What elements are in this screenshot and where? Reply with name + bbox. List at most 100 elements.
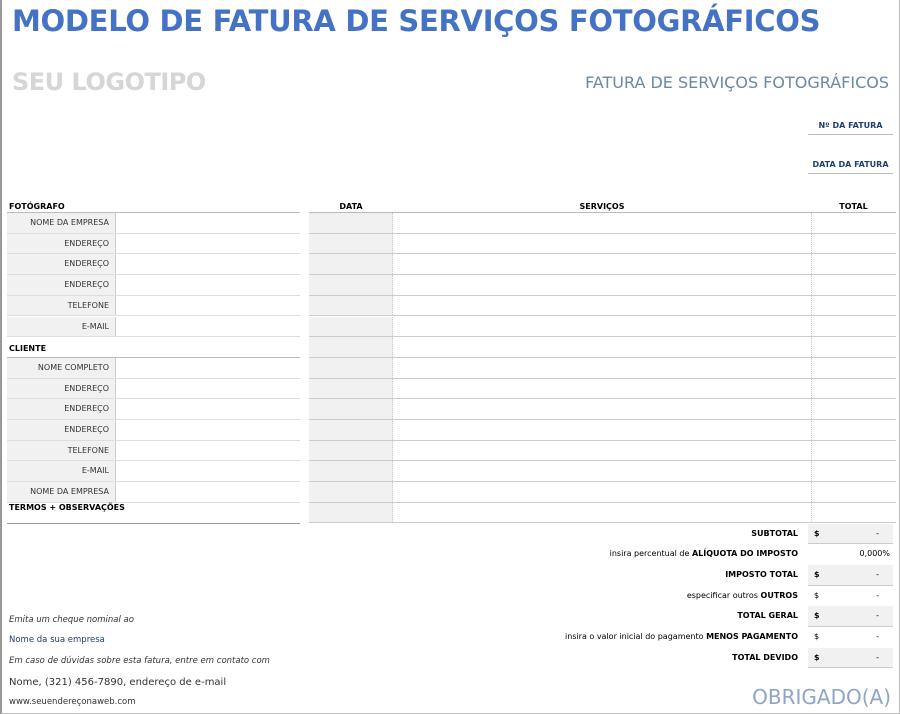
photographer-field[interactable]: TELEFONE	[7, 295, 300, 317]
table-row[interactable]	[309, 357, 896, 379]
summary-hint: insira percentual de	[609, 549, 692, 559]
date-cell[interactable]	[309, 502, 393, 523]
field-label: E-MAIL	[7, 461, 116, 482]
currency-symbol: $	[814, 528, 820, 538]
table-row[interactable]	[309, 337, 896, 358]
field-label: ENDEREÇO	[7, 420, 116, 440]
client-field[interactable]: TELEFONE	[7, 440, 300, 462]
date-cell[interactable]	[309, 213, 393, 233]
client-field[interactable]: ENDEREÇO	[7, 420, 300, 441]
currency-symbol: $	[814, 652, 820, 662]
summary-hint: insira o valor inicial do pagamento	[564, 632, 707, 641]
logo-placeholder[interactable]: SEU LOGOTIPO	[12, 68, 206, 96]
date-cell[interactable]	[309, 233, 393, 254]
field-label: ENDEREÇO	[7, 399, 116, 419]
website[interactable]: www.seuendereçonaweb.com	[9, 697, 136, 707]
date-cell[interactable]	[309, 275, 393, 295]
summary-value: -	[876, 632, 879, 641]
client-field[interactable]: ENDEREÇO	[7, 399, 300, 420]
summary-value-cell[interactable]: $ -	[808, 627, 893, 648]
table-row[interactable]	[309, 482, 896, 503]
field-label: NOME DA EMPRESA	[7, 213, 116, 233]
summary-value-cell[interactable]: $ -	[808, 647, 893, 669]
table-row[interactable]	[309, 316, 896, 338]
date-cell[interactable]	[309, 420, 393, 440]
summary-row: especificar outros OUTROS $ -	[3, 586, 893, 607]
summary-row: TOTAL GERAL $ -	[3, 606, 893, 627]
summary-value: -	[876, 569, 879, 579]
date-cell[interactable]	[309, 399, 393, 419]
table-row[interactable]	[309, 461, 896, 483]
client-field[interactable]: NOME DA EMPRESA	[7, 482, 300, 503]
table-row[interactable]	[309, 378, 896, 400]
field-label: TELEFONE	[7, 295, 116, 316]
col-date-header: DATA	[339, 202, 363, 211]
summary-label: TOTAL DEVIDO	[732, 652, 798, 662]
summary-row: insira percentual de ALÍQUOTA DO IMPOSTO…	[3, 544, 893, 565]
summary-label: IMPOSTO TOTAL	[725, 569, 798, 579]
summary-row: TOTAL DEVIDO $ -	[3, 647, 893, 669]
summary-value: -	[876, 611, 879, 621]
photographer-field[interactable]: NOME DA EMPRESA	[7, 213, 300, 234]
contact-info[interactable]: Nome, (321) 456-7890, endereço de e-mail	[9, 677, 227, 688]
summary-row: IMPOSTO TOTAL $ -	[3, 564, 893, 586]
date-cell[interactable]	[309, 357, 393, 378]
currency-symbol: $	[814, 569, 820, 579]
photographer-field[interactable]: E-MAIL	[7, 316, 300, 338]
field-label: ENDEREÇO	[7, 254, 116, 275]
table-row[interactable]	[309, 275, 896, 296]
date-cell[interactable]	[309, 461, 393, 482]
currency-symbol: $	[814, 590, 820, 600]
summary-value-cell[interactable]: $ -	[808, 586, 893, 607]
invoice-date-label[interactable]: DATA DA FATURA	[808, 160, 893, 174]
table-row[interactable]	[309, 213, 896, 234]
photographer-field[interactable]: ENDEREÇO	[7, 233, 300, 255]
summary-value-cell[interactable]: $ -	[808, 606, 893, 627]
photographer-header: FOTÓGRAFO	[9, 202, 65, 211]
summary-value-cell[interactable]: $ -	[808, 523, 893, 545]
summary-value-cell[interactable]: $ -	[808, 564, 893, 586]
date-cell[interactable]	[309, 482, 393, 502]
date-cell[interactable]	[309, 316, 393, 337]
invoice-number-label[interactable]: Nº DA FATURA	[808, 121, 893, 135]
currency-symbol: $	[814, 611, 820, 621]
field-label: E-MAIL	[7, 316, 116, 337]
field-label: ENDEREÇO	[7, 233, 116, 254]
summary-label: TOTAL GERAL	[737, 611, 798, 621]
summary-row: insira o valor inicial do pagamento MENO…	[3, 627, 893, 648]
summary-label: MENOS PAGAMENTO	[706, 632, 798, 641]
photographer-field[interactable]: ENDEREÇO	[7, 275, 300, 296]
table-row[interactable]	[309, 420, 896, 441]
date-cell[interactable]	[309, 378, 393, 399]
table-row[interactable]	[309, 502, 896, 524]
field-label: NOME DA EMPRESA	[7, 482, 116, 502]
table-row[interactable]	[309, 295, 896, 317]
date-cell[interactable]	[309, 295, 393, 316]
date-cell[interactable]	[309, 254, 393, 275]
date-cell[interactable]	[309, 440, 393, 461]
terms-header: TERMOS + OBSERVAÇÕES	[9, 502, 125, 512]
summary-value: -	[876, 652, 879, 662]
date-cell[interactable]	[309, 337, 393, 357]
client-field[interactable]: ENDEREÇO	[7, 378, 300, 400]
summary-label: OUTROS	[760, 590, 798, 600]
questions-note: Em caso de dúvidas sobre esta fatura, en…	[9, 656, 270, 666]
field-label: ENDEREÇO	[7, 275, 116, 295]
field-label: TELEFONE	[7, 440, 116, 461]
company-name[interactable]: Nome da sua empresa	[9, 635, 105, 645]
summary-row: SUBTOTAL $ -	[3, 523, 893, 545]
field-label: NOME COMPLETO	[7, 357, 116, 378]
client-field[interactable]: E-MAIL	[7, 461, 300, 483]
invoice-subtitle: FATURA DE SERVIÇOS FOTOGRÁFICOS	[585, 73, 889, 92]
table-row[interactable]	[309, 399, 896, 420]
thanks-text: OBRIGADO(A)	[752, 685, 891, 709]
client-field[interactable]: NOME COMPLETO	[7, 357, 300, 379]
summary-value-cell[interactable]: 0,000%	[808, 544, 893, 565]
summary-value: -	[876, 590, 879, 600]
table-row[interactable]	[309, 233, 896, 255]
field-label: ENDEREÇO	[7, 378, 116, 399]
table-row[interactable]	[309, 254, 896, 276]
photographer-field[interactable]: ENDEREÇO	[7, 254, 300, 276]
summary-value: -	[876, 528, 879, 538]
table-row[interactable]	[309, 440, 896, 462]
